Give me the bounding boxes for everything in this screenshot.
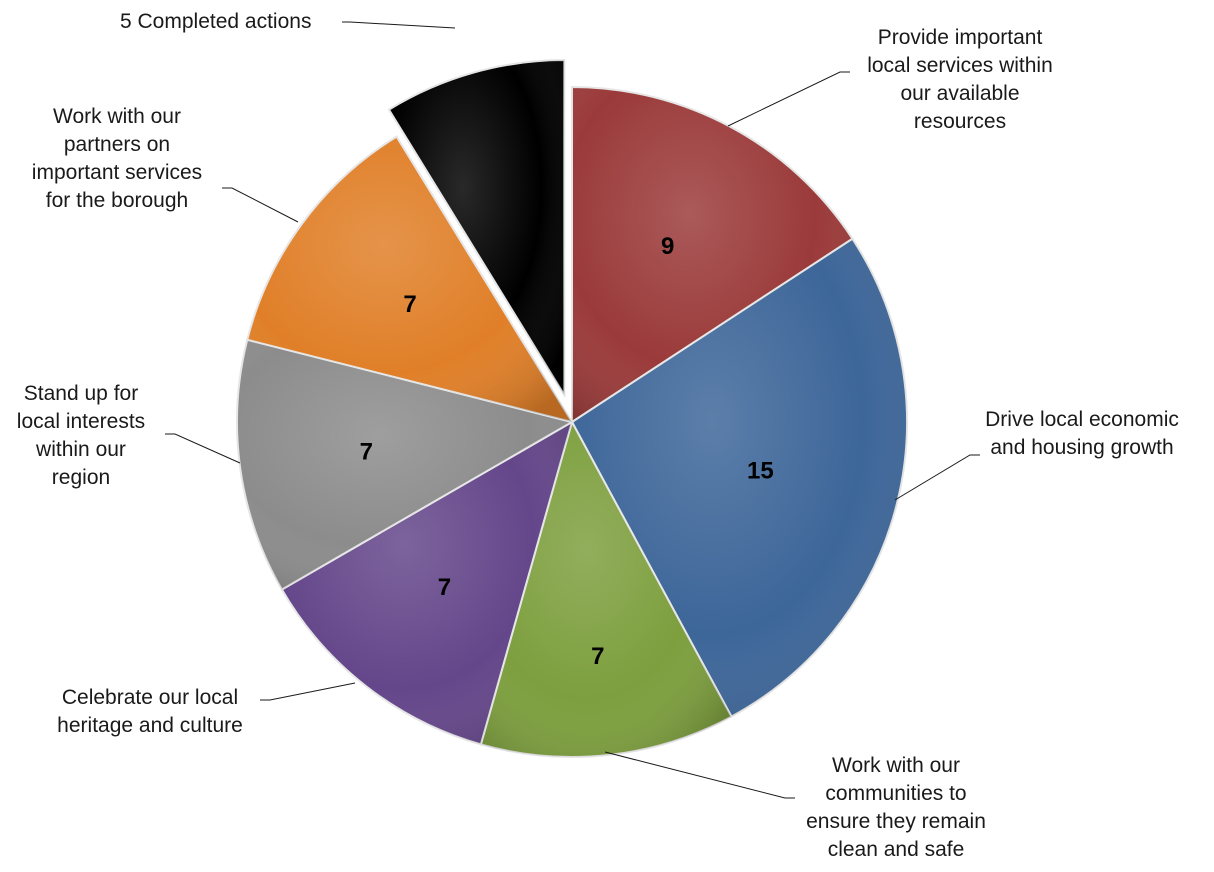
leader-line-completed-actions (342, 21, 456, 29)
category-label-line: within our (36, 438, 126, 461)
value-label-local-interests: 7 (360, 439, 373, 466)
slice-communities-shading (480, 422, 732, 757)
slice-completed-actions-shading (388, 60, 565, 396)
leader-line-heritage (260, 682, 356, 701)
category-label-heritage: Celebrate our local heritage and culture (30, 684, 270, 740)
category-label-completed-actions: 5 Completed actions (120, 8, 360, 36)
category-label-line: Stand up for (23, 382, 139, 405)
leader-line-partners (222, 187, 299, 223)
category-label-line: resources (913, 110, 1007, 133)
leader-line-provide-services (727, 71, 850, 127)
category-label-line: and housing growth (990, 436, 1174, 459)
leader-line-economic-growth (894, 454, 980, 501)
slice-heritage-shading (281, 422, 572, 745)
slice-economic-growth-shading (572, 238, 907, 717)
category-label-line: heritage and culture (57, 714, 243, 737)
category-label-line: Provide important (877, 26, 1043, 49)
category-label-provide-services: Provide important local services within … (840, 24, 1080, 136)
category-label-line: local services within (867, 54, 1053, 77)
category-label-partners: Work with our partners on important serv… (0, 103, 234, 215)
category-label-line: region (51, 466, 111, 489)
category-label-line: partners on (63, 133, 171, 156)
leader-line-local-interests (165, 433, 241, 464)
value-label-provide-services: 9 (661, 233, 674, 260)
category-label-economic-growth: Drive local economic and housing growth (962, 406, 1202, 462)
leader-line-communities (604, 751, 795, 799)
category-label-line: ensure they remain (806, 810, 986, 833)
category-label-line: communities to (825, 782, 967, 805)
slice-partners-shading (247, 136, 572, 422)
category-label-line: Drive local economic (985, 408, 1179, 431)
category-label-line: Work with our (832, 754, 960, 777)
category-label-line: Work with our (53, 105, 181, 128)
category-label-line: 5 Completed actions (120, 10, 312, 33)
category-label-line: local interests (16, 410, 146, 433)
slice-local-interests-shading (237, 339, 572, 590)
category-label-line: important services (31, 161, 203, 184)
category-label-line: for the borough (45, 189, 189, 212)
value-label-heritage: 7 (438, 574, 451, 601)
category-label-line: our available (900, 82, 1020, 105)
slice-provide-services-shading (572, 87, 853, 422)
category-label-communities: Work with our communities to ensure they… (776, 752, 1016, 864)
value-label-partners: 7 (403, 291, 416, 318)
category-label-line: clean and safe (827, 838, 965, 861)
value-label-economic-growth: 15 (747, 458, 774, 485)
category-label-line: Celebrate our local (61, 686, 239, 709)
category-label-local-interests: Stand up for local interests within our … (0, 380, 162, 492)
value-label-communities: 7 (591, 643, 604, 670)
